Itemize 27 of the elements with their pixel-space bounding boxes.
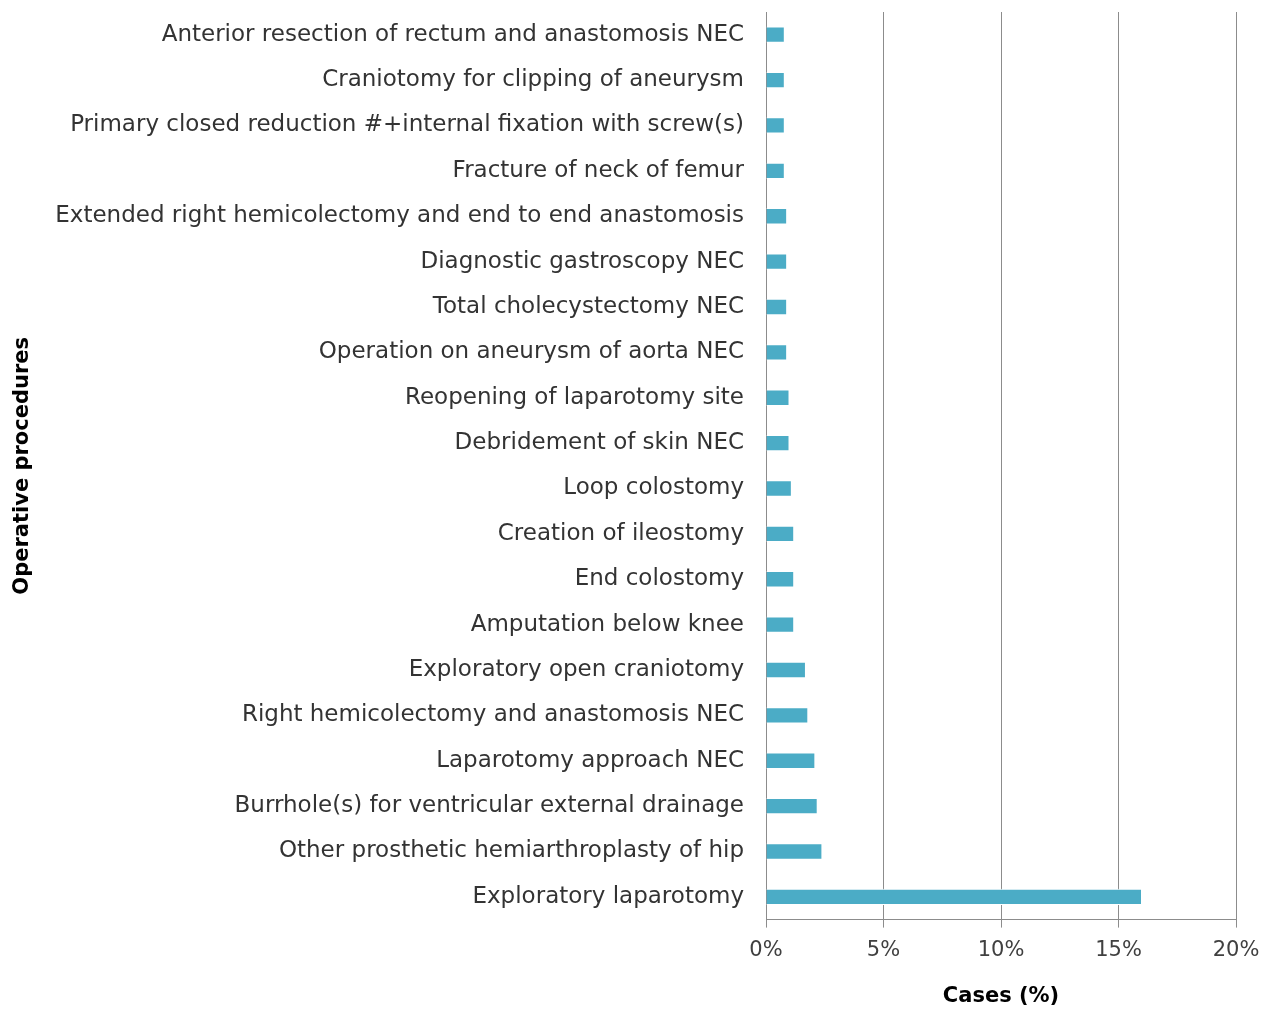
y-tick-label: Anterior resection of rectum and anastomosis NEC: [161, 19, 744, 46]
x-tick-label: 20%: [1212, 936, 1260, 961]
x-axis-title: Cases (%): [942, 982, 1060, 1007]
y-tick-label: Extended right hemicolectomy and end to end anastomosis: [55, 201, 744, 228]
y-tick-label: Creation of ileostomy: [497, 518, 744, 545]
y-tick-label: Amputation below knee: [470, 609, 744, 636]
y-tick-label: Right hemicolectomy and anastomosis NEC: [241, 700, 744, 727]
y-tick-label: Operation on aneurysm of aorta NEC: [318, 337, 744, 364]
y-tick-label: Laparotomy approach NEC: [436, 745, 744, 772]
y-tick-label: Reopening of laparotomy site: [404, 382, 744, 409]
y-axis-title: Operative procedures: [9, 336, 34, 595]
y-tick-label: Fracture of neck of femur: [452, 155, 745, 182]
x-tick-label: 5%: [866, 936, 901, 961]
x-tick-label: 15%: [1095, 936, 1142, 961]
y-tick-label: Primary closed reduction #+internal fixation with screw(s): [70, 110, 744, 137]
y-tick-label: Craniotomy for clipping of aneurysm: [322, 65, 744, 92]
y-tick-label: End colostomy: [574, 564, 744, 591]
y-tick-label: Exploratory open craniotomy: [408, 654, 744, 681]
y-tick-label: Other prosthetic hemiarthroplasty of hip: [278, 836, 744, 863]
y-tick-label: Exploratory laparotomy: [472, 881, 744, 908]
y-tick-label: Diagnostic gastroscopy NEC: [420, 246, 744, 273]
y-tick-label: Burrhole(s) for ventricular external drainage: [234, 791, 744, 818]
x-tick-label: 0%: [749, 936, 783, 961]
y-tick-label: Total cholecystectomy NEC: [431, 291, 744, 318]
y-tick-label: Loop colostomy: [563, 473, 744, 500]
x-tick-label: 10%: [977, 936, 1025, 961]
y-tick-label: Debridement of skin NEC: [454, 428, 744, 455]
